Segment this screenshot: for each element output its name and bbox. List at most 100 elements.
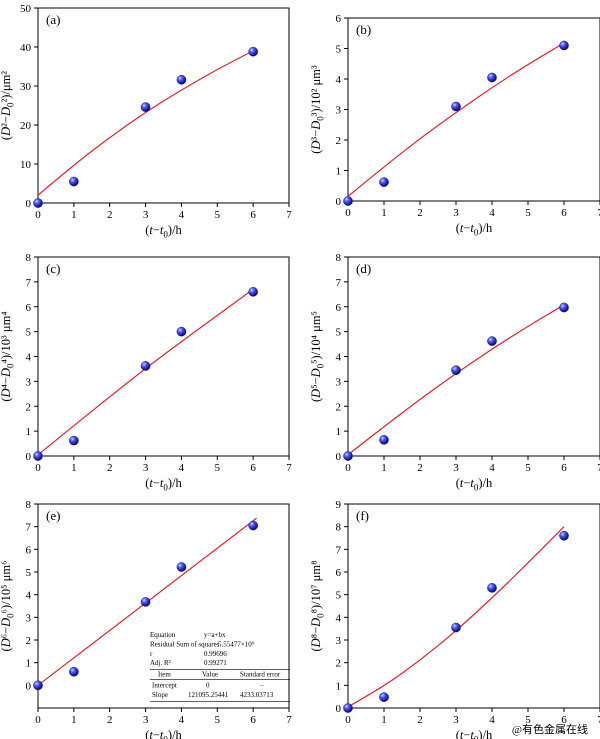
y-tick-label: 5 xyxy=(336,590,342,602)
y-tick-label: 1 xyxy=(336,426,342,438)
panel-label: (e) xyxy=(46,508,60,523)
data-point xyxy=(343,196,353,206)
fit-stats-text: 0.99696 xyxy=(204,650,227,658)
y-tick-label: 10 xyxy=(20,159,32,171)
y-tick-label: 40 xyxy=(20,42,32,54)
fit-stats-cell: 4233.03713 xyxy=(240,691,274,699)
x-tick-label: 7 xyxy=(597,714,600,726)
data-point xyxy=(33,198,43,208)
panel-label: (b) xyxy=(356,22,371,37)
data-point xyxy=(69,435,79,446)
x-axis-title: (t−t0)/h xyxy=(456,728,493,739)
data-point xyxy=(559,302,569,313)
data-point xyxy=(33,680,43,691)
fit-stats-header: Value xyxy=(202,671,218,679)
x-tick-label: 3 xyxy=(143,462,149,474)
x-tick-label: 4 xyxy=(489,714,495,726)
x-tick-label: 1 xyxy=(381,714,387,726)
data-point xyxy=(379,692,389,702)
y-tick-label: 0 xyxy=(26,451,32,463)
panel-d: 0 1 2 3 4 5 6 7 0 1 2 3 4 5 6 7 8 (t−t0)/h (D⁵−D0⁵)/10⁴ μm… xyxy=(309,252,600,493)
y-tick-label: 6 xyxy=(26,302,32,314)
x-tick-label: 5 xyxy=(525,714,531,726)
y-tick-label: 9 xyxy=(336,499,342,511)
watermark: @有色金属在线 xyxy=(512,722,588,736)
x-tick-label: 1 xyxy=(71,462,77,474)
y-tick-label: 2 xyxy=(26,401,32,413)
plot-frame xyxy=(347,503,600,709)
x-tick-label: 5 xyxy=(525,462,531,474)
y-tick-label: 3 xyxy=(336,105,342,117)
x-axis-title: (t−t0)/h xyxy=(145,223,182,240)
x-tick-label: 4 xyxy=(489,207,495,219)
data-point xyxy=(451,365,461,375)
x-tick-label: 7 xyxy=(597,462,600,474)
plot-frame xyxy=(37,503,290,709)
fit-stats-text: Equation xyxy=(150,631,176,639)
data-point xyxy=(559,40,569,51)
x-tick-label: 3 xyxy=(453,207,459,219)
x-tick-label: 0 xyxy=(35,209,41,221)
x-tick-label: 5 xyxy=(525,207,531,219)
panel-b: 0 1 2 3 4 5 6 7 0 1 2 3 4 5 6 (t−t0)/h (D³−D0³)/10² μm³ (… xyxy=(309,13,600,238)
y-tick-label: 3 xyxy=(336,635,342,647)
fit-stats-text: 5.55477×10⁹ xyxy=(218,640,255,648)
x-tick-label: 3 xyxy=(453,714,459,726)
y-tick-label: 8 xyxy=(26,252,32,264)
x-tick-label: 6 xyxy=(250,209,256,221)
x-tick-label: 0 xyxy=(345,714,351,726)
y-tick-label: 2 xyxy=(336,135,342,147)
fit-stats-cell: − xyxy=(260,682,264,690)
x-tick-label: 3 xyxy=(143,714,149,726)
data-point xyxy=(487,583,497,593)
y-tick-label: 8 xyxy=(336,522,342,534)
panel-label: (d) xyxy=(356,261,371,276)
x-tick-label: 6 xyxy=(561,207,567,219)
data-point xyxy=(451,101,461,112)
y-tick-label: 20 xyxy=(20,120,32,132)
x-tick-label: 5 xyxy=(215,209,221,221)
fit-curve xyxy=(347,304,565,456)
y-tick-label: 6 xyxy=(26,544,32,556)
data-point xyxy=(248,520,258,531)
data-point xyxy=(140,102,151,112)
y-tick-label: 2 xyxy=(336,658,342,670)
x-tick-label: 4 xyxy=(179,714,185,726)
x-tick-label: 2 xyxy=(417,207,423,219)
fit-stats-header: Item xyxy=(158,671,171,679)
x-tick-label: 7 xyxy=(286,209,292,221)
fit-stats-cell: Slope xyxy=(152,691,168,699)
x-tick-label: 7 xyxy=(286,714,292,726)
x-tick-label: 7 xyxy=(286,462,292,474)
x-tick-label: 4 xyxy=(179,462,185,474)
fit-stats-cell: 121095.25441 xyxy=(188,691,229,699)
fit-curve xyxy=(37,288,254,456)
fit-stats-text: y=a+bx xyxy=(204,631,226,639)
panel-a: 0 1 2 3 4 5 6 7 0 10 20 30 40 50 (t−t0)/h (D²−D0²)/μm² (… xyxy=(0,3,292,240)
x-tick-label: 2 xyxy=(107,462,113,474)
y-tick-label: 7 xyxy=(336,277,342,289)
data-point xyxy=(140,597,151,607)
y-tick-label: 7 xyxy=(26,277,32,289)
y-tick-label: 1 xyxy=(336,166,342,178)
data-point xyxy=(343,703,353,713)
y-axis-title: (D⁵−D0⁵)/10⁴ μm⁵ xyxy=(309,311,326,402)
x-tick-label: 6 xyxy=(250,462,256,474)
data-point xyxy=(33,451,43,461)
data-point xyxy=(176,562,187,572)
data-point xyxy=(379,435,389,445)
y-tick-label: 3 xyxy=(26,376,32,388)
x-tick-label: 2 xyxy=(107,209,113,221)
fit-stats-text: Residual Sum of squares xyxy=(150,640,220,648)
y-axis-title: (D²−D0²)/μm² xyxy=(0,71,16,140)
x-tick-label: 4 xyxy=(489,462,495,474)
x-tick-label: 0 xyxy=(345,462,351,474)
y-tick-label: 7 xyxy=(336,544,342,556)
x-tick-label: 6 xyxy=(561,462,567,474)
x-tick-label: 1 xyxy=(71,209,77,221)
y-tick-label: 2 xyxy=(26,635,32,647)
panel-e: 0 1 2 3 4 5 6 7 0 1 2 3 4 5 6 7 8 (t−t0)/h (D⁶−D0⁶)/10⁵ μm… xyxy=(0,499,292,739)
plot-frame xyxy=(37,256,290,457)
x-tick-label: 6 xyxy=(561,714,567,726)
